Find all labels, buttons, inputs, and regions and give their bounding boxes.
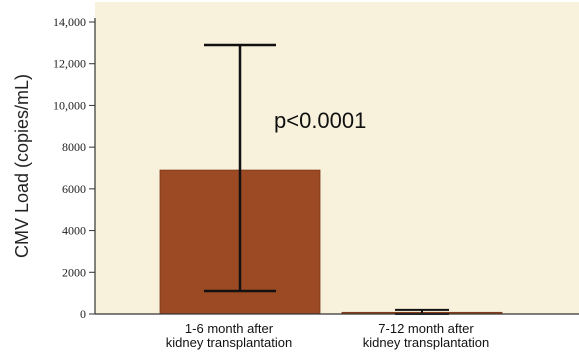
- y-tick-label: 10,000: [53, 98, 86, 112]
- x-category-label: 7-12 month after: [378, 321, 474, 336]
- x-category-label: 1-6 month after: [185, 321, 274, 336]
- y-tick-label: 12,000: [53, 57, 86, 71]
- x-category-label: kidney transplantation: [363, 335, 489, 350]
- y-ticks-group: 0 2000 4000 6000 8000 10,000 12,000 14,000: [53, 15, 95, 321]
- error-bars-group: [204, 43, 449, 315]
- y-tick-label: 2000: [62, 265, 86, 279]
- y-tick-label: 8000: [62, 140, 86, 154]
- p-value-annotation: p<0.0001: [274, 108, 366, 133]
- y-tick-label: 4000: [62, 224, 86, 238]
- y-tick-label: 14,000: [53, 15, 86, 29]
- y-axis-title: CMV Load (copies/mL): [12, 74, 32, 258]
- x-category-label: kidney transplantation: [166, 335, 292, 350]
- y-tick-label: 6000: [62, 182, 86, 196]
- y-tick-label: 0: [80, 307, 86, 321]
